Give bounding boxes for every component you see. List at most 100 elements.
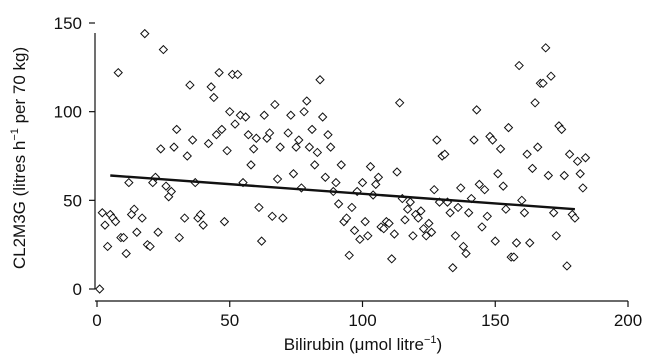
data-point: [100, 220, 110, 230]
data-point: [355, 234, 365, 245]
data-point: [153, 227, 163, 237]
y-tick-label: 100: [54, 103, 82, 122]
data-point: [198, 220, 208, 230]
data-point: [522, 149, 532, 159]
data-point: [118, 232, 129, 243]
y-axis-title-sup: −1: [9, 128, 21, 141]
data-point: [286, 110, 296, 120]
regression-line-group: [110, 174, 575, 211]
y-tick-label: 150: [54, 14, 82, 33]
data-point: [570, 213, 580, 223]
x-axis-title-main: Bilirubin (μmol litre: [284, 335, 424, 354]
data-point: [243, 130, 254, 140]
data-point: [386, 254, 397, 264]
data-point: [432, 135, 442, 145]
data-point: [166, 186, 177, 197]
data-point: [299, 106, 309, 117]
data-point: [487, 135, 498, 145]
data-point: [373, 172, 384, 182]
data-point: [248, 144, 259, 154]
data-point: [206, 82, 216, 92]
data-point: [275, 142, 285, 152]
data-point: [251, 133, 262, 143]
data-point: [562, 261, 572, 271]
data-point: [315, 75, 325, 85]
data-point: [580, 153, 591, 163]
data-point: [450, 231, 461, 241]
data-point: [240, 112, 251, 122]
data-point: [278, 213, 288, 223]
data-point: [246, 160, 256, 170]
data-point: [294, 135, 304, 145]
data-point: [214, 67, 224, 78]
data-point: [331, 177, 341, 188]
data-point: [336, 160, 346, 170]
data-point: [259, 110, 269, 120]
data-point: [453, 202, 463, 213]
data-point: [575, 169, 585, 179]
data-point: [347, 202, 357, 213]
data-point: [233, 69, 243, 80]
data-point: [445, 208, 455, 218]
data-point: [357, 177, 368, 188]
data-point: [222, 145, 232, 156]
data-point: [458, 241, 469, 252]
data-point: [254, 202, 264, 213]
data-point: [110, 216, 121, 227]
data-point: [256, 236, 267, 246]
data-point: [426, 227, 437, 237]
data-point: [272, 174, 283, 184]
data-point: [140, 28, 150, 39]
data-point: [424, 218, 434, 229]
data-point: [341, 213, 352, 223]
data-point: [209, 92, 219, 103]
data-point: [416, 206, 426, 216]
y-axis-title: CL2M3G (litres h−1 per 70 kg): [9, 47, 29, 269]
y-axis-title-main: CL2M3G (litres h: [10, 141, 29, 269]
data-point: [171, 124, 182, 135]
regression-line: [110, 174, 575, 211]
data-point: [169, 142, 179, 152]
data-point: [288, 169, 299, 179]
data-point: [530, 98, 540, 108]
data-point: [145, 241, 155, 252]
data-point: [310, 160, 320, 170]
y-tick-label: 0: [73, 280, 82, 299]
data-point: [503, 122, 514, 133]
data-point: [174, 232, 185, 243]
data-point: [349, 225, 360, 236]
data-point: [511, 238, 522, 248]
data-point: [121, 248, 131, 259]
data-point: [94, 284, 105, 294]
data-point: [564, 149, 575, 159]
data-point: [379, 223, 389, 234]
data-point: [102, 241, 113, 252]
data-point: [307, 124, 317, 135]
data-point: [389, 229, 400, 239]
data-point: [203, 138, 214, 149]
y-ticks: 0 50 100 150: [54, 14, 95, 299]
data-point: [413, 213, 423, 223]
data-point: [429, 184, 439, 195]
data-points: [94, 28, 591, 294]
data-point: [267, 211, 277, 222]
data-point: [365, 161, 376, 172]
data-point: [333, 199, 344, 209]
x-tick-label: 100: [348, 311, 376, 330]
data-point: [551, 231, 562, 241]
data-point: [392, 167, 402, 177]
data-point: [463, 208, 474, 218]
data-point: [495, 144, 506, 154]
data-point: [556, 124, 567, 135]
data-point: [543, 170, 554, 181]
data-point: [185, 80, 195, 90]
data-point: [187, 135, 198, 145]
data-point: [217, 124, 227, 135]
data-point: [538, 78, 548, 89]
data-point: [323, 130, 333, 140]
data-point: [519, 208, 530, 218]
data-point: [490, 236, 500, 246]
data-point: [219, 216, 230, 227]
data-point: [418, 223, 429, 234]
